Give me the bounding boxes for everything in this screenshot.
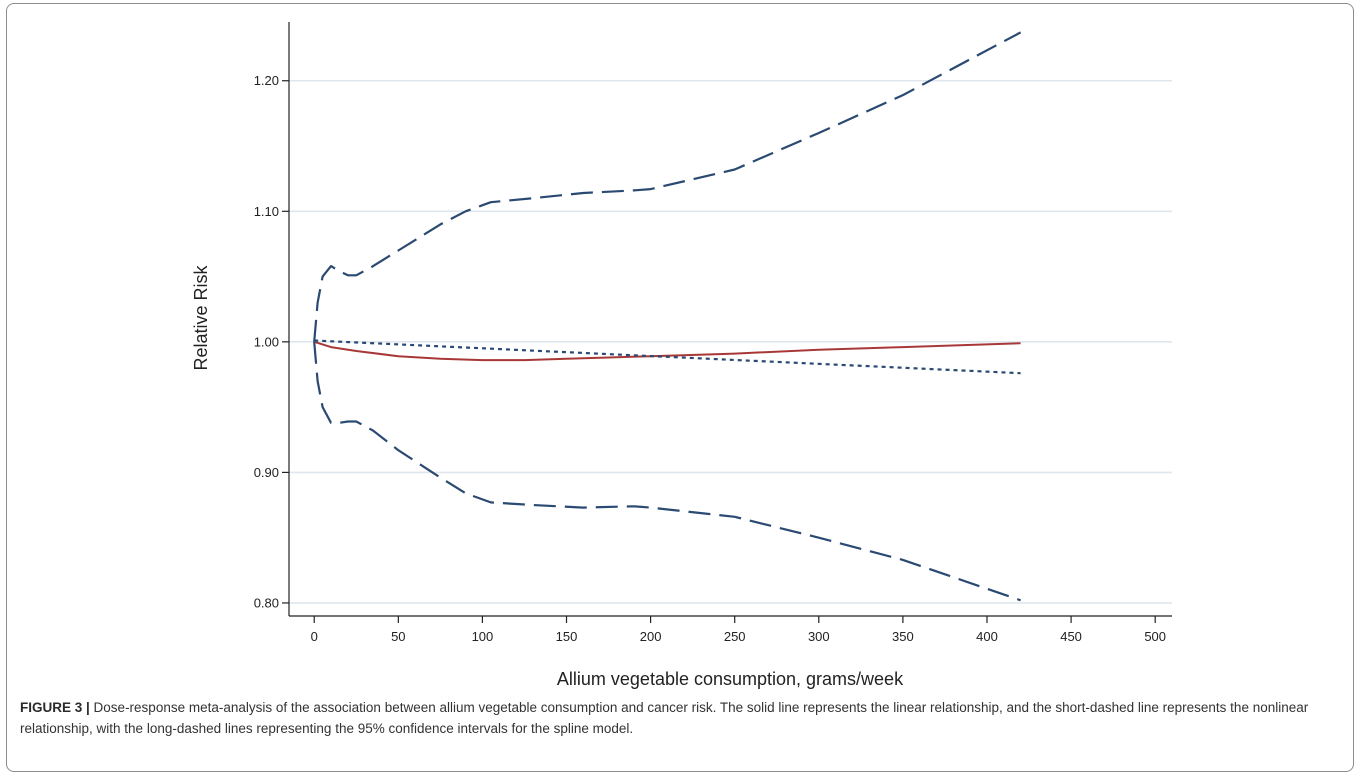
x-tick-label: 350 xyxy=(892,629,914,644)
x-tick-label: 50 xyxy=(391,629,405,644)
figure-caption-text: Dose-response meta-analysis of the assoc… xyxy=(20,700,1309,736)
x-tick-label: 300 xyxy=(808,629,830,644)
y-tick-label: 0.90 xyxy=(254,465,279,480)
axis-labels: Relative Risk Allium vegetable consumpti… xyxy=(191,264,904,689)
series-lines xyxy=(313,31,1022,602)
y-tick-label: 0.80 xyxy=(254,595,279,610)
y-axis-title: Relative Risk xyxy=(191,264,211,370)
figure-caption: FIGURE 3 | Dose-response meta-analysis o… xyxy=(20,697,1342,739)
linear-relationship-line xyxy=(313,340,1021,362)
x-tick-label: 150 xyxy=(556,629,578,644)
x-tick-label: 500 xyxy=(1144,629,1166,644)
axes: 0.80 0.90 1.00 1.10 1.20 0 50 100 150 200 250 300 35… xyxy=(254,22,1172,644)
y-tick-label: 1.10 xyxy=(254,204,279,219)
nonlinear-relationship-line xyxy=(314,339,1021,375)
x-axis-title: Allium vegetable consumption, grams/week xyxy=(557,669,904,689)
x-tick-label: 0 xyxy=(311,629,318,644)
x-tick-label: 200 xyxy=(640,629,662,644)
x-tick-label: 250 xyxy=(724,629,746,644)
upper-confidence-interval-line xyxy=(313,31,1022,342)
figure-label: FIGURE 3 | xyxy=(20,700,90,715)
x-tick-label: 450 xyxy=(1060,629,1082,644)
y-tick-label: 1.00 xyxy=(254,334,279,349)
y-tick-label: 1.20 xyxy=(254,73,279,88)
gridlines xyxy=(289,79,1172,604)
x-tick-label: 400 xyxy=(976,629,998,644)
dose-response-chart: 0.80 0.90 1.00 1.10 1.20 0 50 100 150 200 250 300 35… xyxy=(191,22,1172,689)
lower-confidence-interval-line xyxy=(313,341,1021,602)
figure-frame xyxy=(6,3,1354,772)
x-tick-label: 100 xyxy=(472,629,494,644)
